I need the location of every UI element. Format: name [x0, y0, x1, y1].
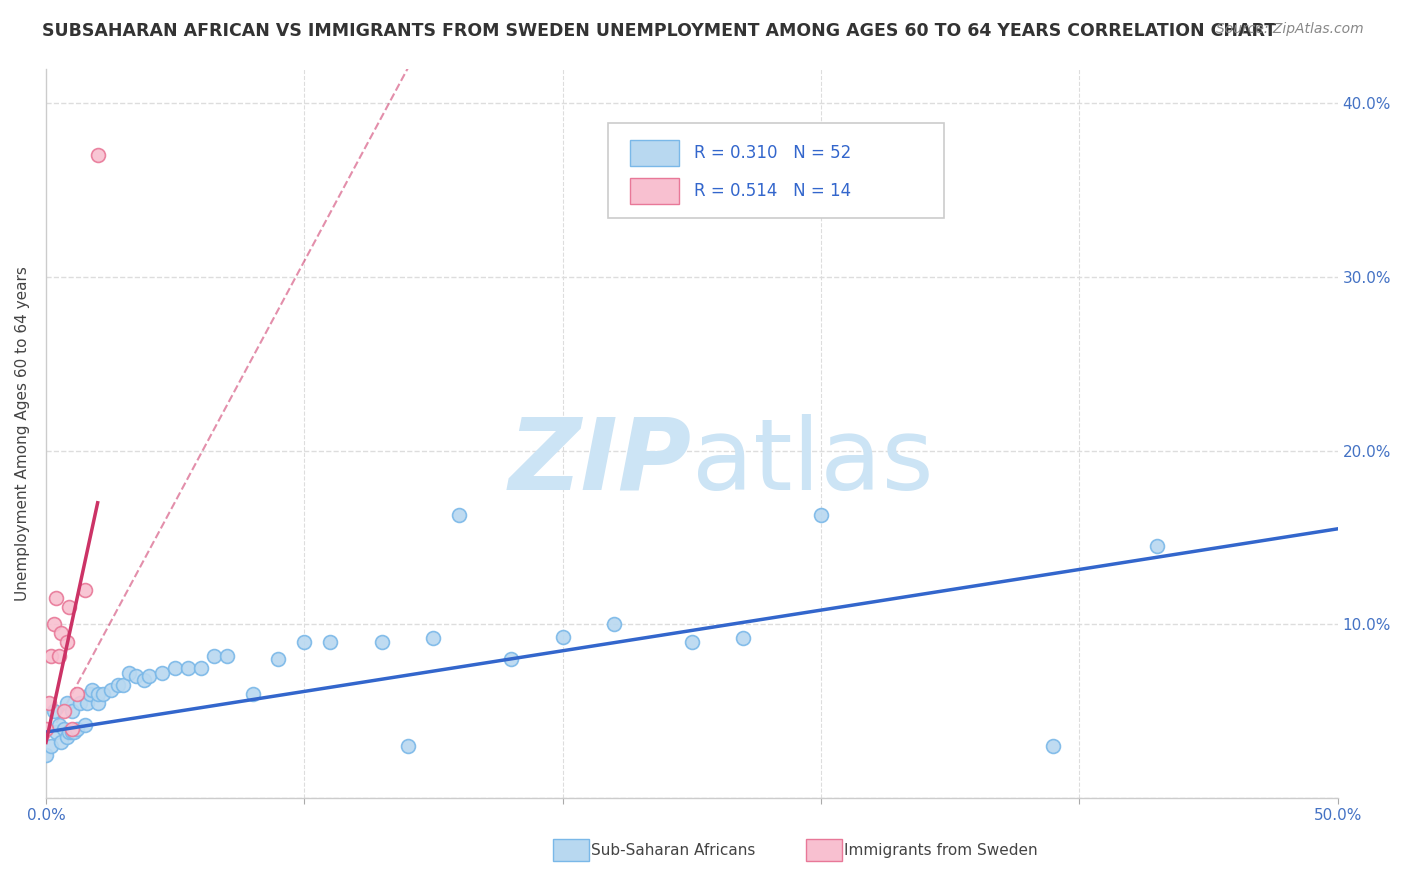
Text: atlas: atlas [692, 414, 934, 511]
Text: R = 0.310   N = 52: R = 0.310 N = 52 [695, 145, 852, 162]
Point [396, 739, 419, 753]
Point [66, 687, 89, 701]
Point [242, 687, 264, 701]
FancyBboxPatch shape [607, 123, 943, 218]
Point [60, 704, 83, 718]
Point [60, 722, 83, 736]
Point [499, 652, 522, 666]
Point [112, 678, 135, 692]
Text: R = 0.514   N = 14: R = 0.514 N = 14 [695, 182, 852, 200]
Point [86, 148, 108, 162]
Point [35, 747, 58, 762]
Point [91, 687, 114, 701]
Point [292, 634, 315, 648]
Point [51, 735, 73, 749]
Point [53, 704, 76, 718]
Point [86, 696, 108, 710]
Point [48, 648, 70, 663]
Point [733, 632, 755, 646]
Point [42, 704, 65, 718]
Point [73, 582, 96, 597]
Bar [630, 178, 679, 204]
Point [55, 731, 77, 745]
Point [551, 630, 574, 644]
Point [86, 687, 108, 701]
Point [63, 725, 86, 739]
Y-axis label: Unemployment Among Ages 60 to 64 years: Unemployment Among Ages 60 to 64 years [15, 266, 30, 600]
Point [66, 722, 89, 736]
Bar [630, 140, 679, 166]
Point [69, 696, 91, 710]
Point [82, 683, 104, 698]
Point [190, 661, 212, 675]
Point [48, 718, 70, 732]
Point [1042, 739, 1064, 753]
Point [60, 725, 83, 739]
Point [165, 661, 187, 675]
Point [267, 652, 290, 666]
Point [79, 687, 101, 701]
Point [42, 617, 65, 632]
Point [117, 665, 139, 680]
Point [1146, 539, 1168, 553]
Point [55, 696, 77, 710]
Point [887, 183, 910, 197]
Text: Immigrants from Sweden: Immigrants from Sweden [844, 843, 1038, 857]
Point [55, 634, 77, 648]
Point [449, 508, 471, 522]
Point [107, 678, 129, 692]
Point [371, 634, 394, 648]
Point [202, 648, 225, 663]
Text: ZIP: ZIP [509, 414, 692, 511]
Point [177, 661, 200, 675]
Point [138, 669, 160, 683]
Point [125, 669, 148, 683]
Point [51, 626, 73, 640]
Point [422, 632, 444, 646]
Point [58, 599, 80, 614]
Point [681, 634, 703, 648]
Point [810, 508, 832, 522]
Text: Source: ZipAtlas.com: Source: ZipAtlas.com [1216, 22, 1364, 37]
Point [38, 696, 60, 710]
Point [53, 722, 76, 736]
Point [35, 722, 58, 736]
Point [45, 725, 67, 739]
Point [39, 648, 62, 663]
Point [73, 718, 96, 732]
Text: SUBSAHARAN AFRICAN VS IMMIGRANTS FROM SWEDEN UNEMPLOYMENT AMONG AGES 60 TO 64 YE: SUBSAHARAN AFRICAN VS IMMIGRANTS FROM SW… [42, 22, 1277, 40]
Point [58, 725, 80, 739]
Point [150, 665, 173, 680]
Point [319, 634, 342, 648]
Point [39, 739, 62, 753]
Point [76, 696, 98, 710]
Point [215, 648, 238, 663]
Point [603, 617, 626, 632]
Point [134, 673, 156, 687]
Text: Sub-Saharan Africans: Sub-Saharan Africans [591, 843, 755, 857]
Point [45, 591, 67, 606]
Point [100, 683, 122, 698]
